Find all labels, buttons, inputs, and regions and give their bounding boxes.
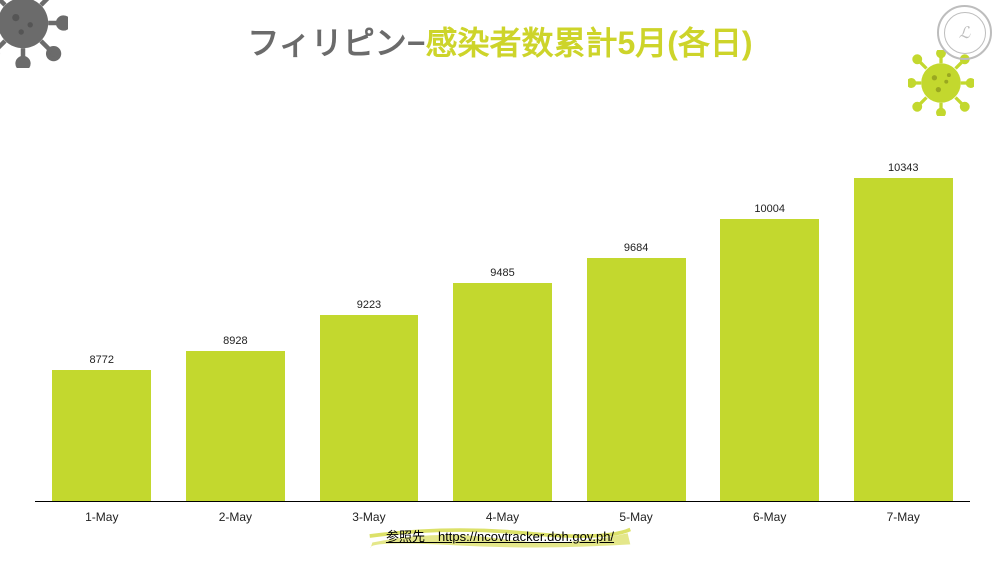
bar-group: 9223 (302, 122, 436, 501)
source-reference[interactable]: 参照先 https://ncovtracker.doh.gov.ph/ (368, 522, 632, 550)
bar-chart: 8772 8928 9223 9485 9684 10004 10343 (35, 122, 970, 502)
bar-value-label: 9684 (624, 242, 648, 254)
bar-group: 8772 (35, 122, 169, 501)
x-axis-label: 7-May (836, 510, 970, 524)
bar (587, 258, 686, 501)
bar-group: 9684 (569, 122, 703, 501)
bar-value-label: 10343 (888, 162, 919, 174)
title-part2: 感染者数累計5月(各日) (425, 25, 752, 61)
x-axis-label: 6-May (703, 510, 837, 524)
seal-icon: ℒ (937, 5, 992, 60)
x-axis-label: 1-May (35, 510, 169, 524)
bar (854, 178, 953, 501)
bar-group: 9485 (436, 122, 570, 501)
bar (720, 219, 819, 501)
bar-group: 10343 (836, 122, 970, 501)
source-prefix: 参照先 (386, 529, 438, 544)
bar (453, 283, 552, 501)
bar-value-label: 8772 (90, 354, 114, 366)
bar (52, 370, 151, 501)
bar-value-label: 10004 (754, 203, 785, 215)
x-axis-label: 2-May (169, 510, 303, 524)
bar-value-label: 9223 (357, 299, 381, 311)
title-part1: フィリピン− (247, 25, 425, 61)
bar (186, 351, 285, 501)
bar (320, 315, 419, 501)
bar-value-label: 9485 (490, 267, 514, 279)
bar-group: 8928 (169, 122, 303, 501)
bar-group: 10004 (703, 122, 837, 501)
page-title: フィリピン−感染者数累計5月(各日) (0, 18, 1000, 64)
source-url: https://ncovtracker.doh.gov.ph/ (438, 529, 614, 544)
bar-value-label: 8928 (223, 335, 247, 347)
